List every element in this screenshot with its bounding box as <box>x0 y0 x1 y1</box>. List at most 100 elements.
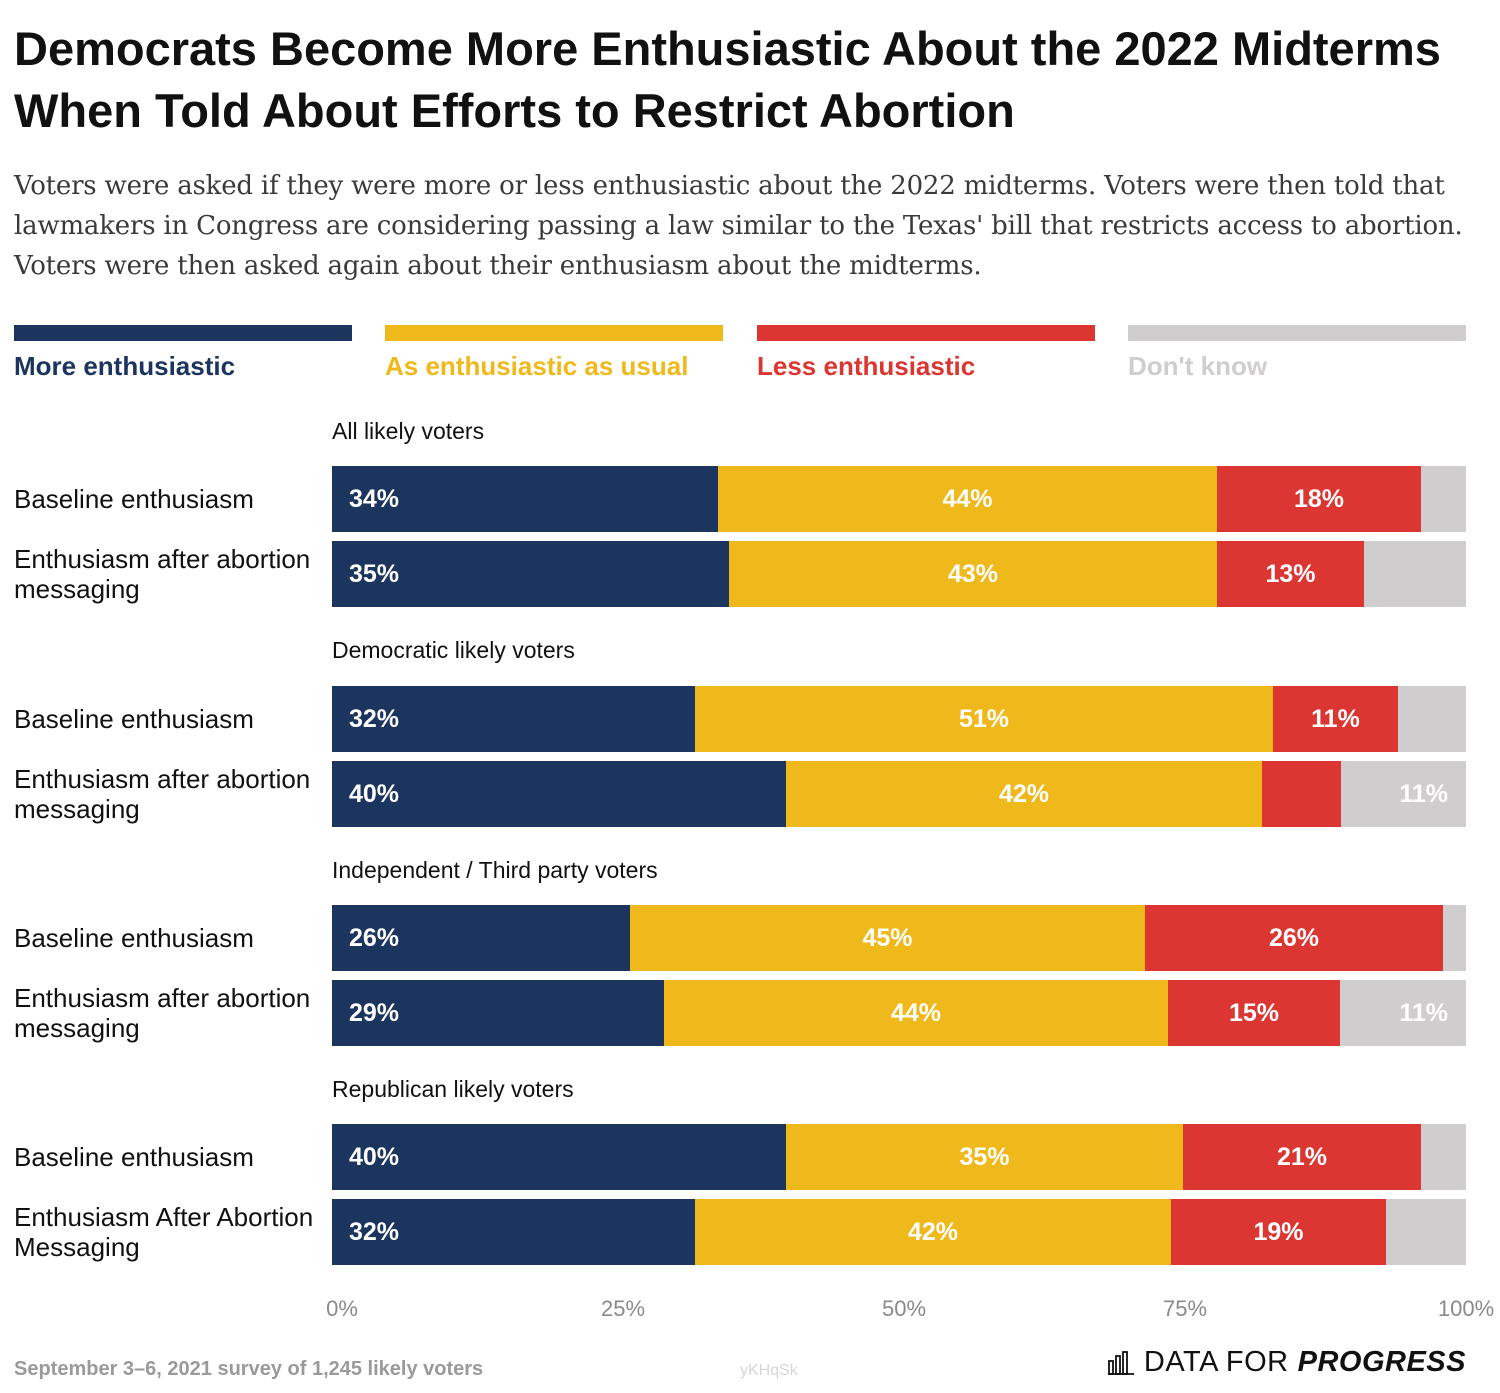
bar-segment-less: 18% <box>1217 466 1421 532</box>
data-label: 45% <box>862 923 913 952</box>
brand-text-bold: PROGRESS <box>1297 1346 1466 1378</box>
legend-item-usual: As enthusiastic as usual <box>385 325 723 385</box>
group-label: All likely voters <box>332 418 485 444</box>
data-label: 13% <box>1265 559 1316 588</box>
data-label: 19% <box>1253 1217 1304 1246</box>
stacked-bar: 29% 44% 15% 11% <box>332 980 1466 1046</box>
legend-swatch <box>1128 325 1466 341</box>
bar-segment-less: 19% <box>1171 1199 1386 1265</box>
bar-segment-dont-know: 11% <box>1341 761 1466 827</box>
row-label: Baseline enthusiasm <box>14 923 254 953</box>
legend-item-more: More enthusiastic <box>14 325 352 385</box>
data-label: 44% <box>942 484 993 513</box>
row-label: Baseline enthusiasm <box>14 484 254 514</box>
legend-label: As enthusiastic as usual <box>385 351 689 381</box>
bar-chart-icon <box>1107 1350 1134 1375</box>
row-label: Baseline enthusiasm <box>14 704 254 734</box>
data-label: 18% <box>1293 484 1345 513</box>
bar-segment-more: 29% <box>332 980 664 1046</box>
bar-segment-more: 32% <box>332 1199 695 1265</box>
stacked-bar: 40% 35% 21% <box>332 1124 1466 1190</box>
bar-segment-usual: 44% <box>718 466 1217 532</box>
data-label: 35% <box>959 1142 1010 1171</box>
bar-segment-less <box>1262 761 1341 827</box>
data-label: 11% <box>1399 779 1448 808</box>
bar-segment-less: 15% <box>1168 980 1340 1046</box>
bar-segment-usual: 43% <box>729 541 1217 607</box>
bar-segment-dont-know: 11% <box>1340 980 1466 1046</box>
bar-segment-more: 32% <box>332 686 695 752</box>
data-label: 43% <box>947 559 999 588</box>
group-label: Republican likely voters <box>332 1076 574 1102</box>
data-label: 42% <box>998 779 1050 808</box>
bar-segment-less: 13% <box>1217 541 1364 607</box>
row-label: Enthusiasm after abortion messaging <box>14 544 311 604</box>
data-label: 44% <box>890 998 942 1027</box>
brand-logo: DATA FOR PROGRESS <box>1107 1346 1466 1379</box>
legend-item-dont-know: Don't know <box>1128 325 1466 385</box>
data-label: 32% <box>349 1217 400 1246</box>
bar-segment-less: 11% <box>1273 686 1398 752</box>
bar-segment-more: 40% <box>332 1124 786 1190</box>
data-label: 40% <box>349 779 400 808</box>
stacked-bar: 26% 45% 26% <box>332 905 1466 971</box>
bar-segment-more: 26% <box>332 905 630 971</box>
stacked-bar: 32% 42% 19% <box>332 1199 1466 1265</box>
legend-label: More enthusiastic <box>14 351 236 381</box>
x-tick-label: 0% <box>326 1296 358 1321</box>
bar-segment-usual: 44% <box>664 980 1168 1046</box>
data-label: 26% <box>1268 923 1320 952</box>
bar-segment-dont-know <box>1443 905 1466 971</box>
bar-segment-more: 40% <box>332 761 786 827</box>
data-label: 15% <box>1228 998 1280 1027</box>
data-label: 42% <box>907 1217 959 1246</box>
group-label: Independent / Third party voters <box>332 857 658 883</box>
row-label: Enthusiasm after abortion messaging <box>14 764 311 824</box>
x-tick-label: 50% <box>881 1296 927 1321</box>
bar-segment-usual: 51% <box>695 686 1273 752</box>
legend-swatch <box>385 325 723 341</box>
row-label: Enthusiasm after abortion messaging <box>14 983 311 1043</box>
data-label: 35% <box>349 559 400 588</box>
legend-swatch <box>757 325 1095 341</box>
legend-label: Less enthusiastic <box>757 351 976 381</box>
row-label: Baseline enthusiasm <box>14 1142 254 1172</box>
data-label: 11% <box>1399 998 1448 1027</box>
bar-segment-usual: 35% <box>786 1124 1183 1190</box>
legend-label: Don't know <box>1128 351 1268 381</box>
data-label: 26% <box>349 923 400 952</box>
x-tick-label: 100% <box>1437 1296 1495 1321</box>
bar-segment-more: 34% <box>332 466 718 532</box>
data-label: 21% <box>1276 1142 1328 1171</box>
data-label: 11% <box>1311 704 1360 733</box>
stacked-bar: 32% 51% 11% <box>332 686 1466 752</box>
survey-note: September 3–6, 2021 survey of 1,245 like… <box>14 1358 484 1380</box>
bar-segment-dont-know <box>1386 1199 1466 1265</box>
data-label: 32% <box>349 704 400 733</box>
data-label: 40% <box>349 1142 400 1171</box>
data-label: 29% <box>349 998 400 1027</box>
bar-segment-dont-know <box>1421 466 1466 532</box>
stacked-bar: 35% 43% 13% <box>332 541 1466 607</box>
legend-item-less: Less enthusiastic <box>757 325 1095 385</box>
bar-segment-usual: 42% <box>786 761 1262 827</box>
bar-segment-usual: 42% <box>695 1199 1171 1265</box>
bar-segment-less: 26% <box>1145 905 1443 971</box>
bar-segment-less: 21% <box>1183 1124 1421 1190</box>
bar-segment-usual: 45% <box>630 905 1145 971</box>
bar-segment-more: 35% <box>332 541 729 607</box>
bar-segment-dont-know <box>1398 686 1466 752</box>
chart-title: Democrats Become More Enthusiastic About… <box>14 22 1441 137</box>
legend-swatch <box>14 325 352 341</box>
brand-text-light: DATA FOR <box>1143 1346 1289 1378</box>
row-label: Enthusiasm After Abortion Messaging <box>14 1202 314 1262</box>
group-label: Democratic likely voters <box>332 637 575 663</box>
x-tick-label: 25% <box>600 1296 646 1321</box>
data-label: 34% <box>349 484 400 513</box>
bar-segment-dont-know <box>1364 541 1466 607</box>
stacked-bar: 34% 44% 18% <box>332 466 1466 532</box>
chart-id: yKHqSk <box>740 1362 798 1379</box>
x-tick-label: 75% <box>1162 1296 1208 1321</box>
data-label: 51% <box>958 704 1010 733</box>
bar-segment-dont-know <box>1421 1124 1466 1190</box>
